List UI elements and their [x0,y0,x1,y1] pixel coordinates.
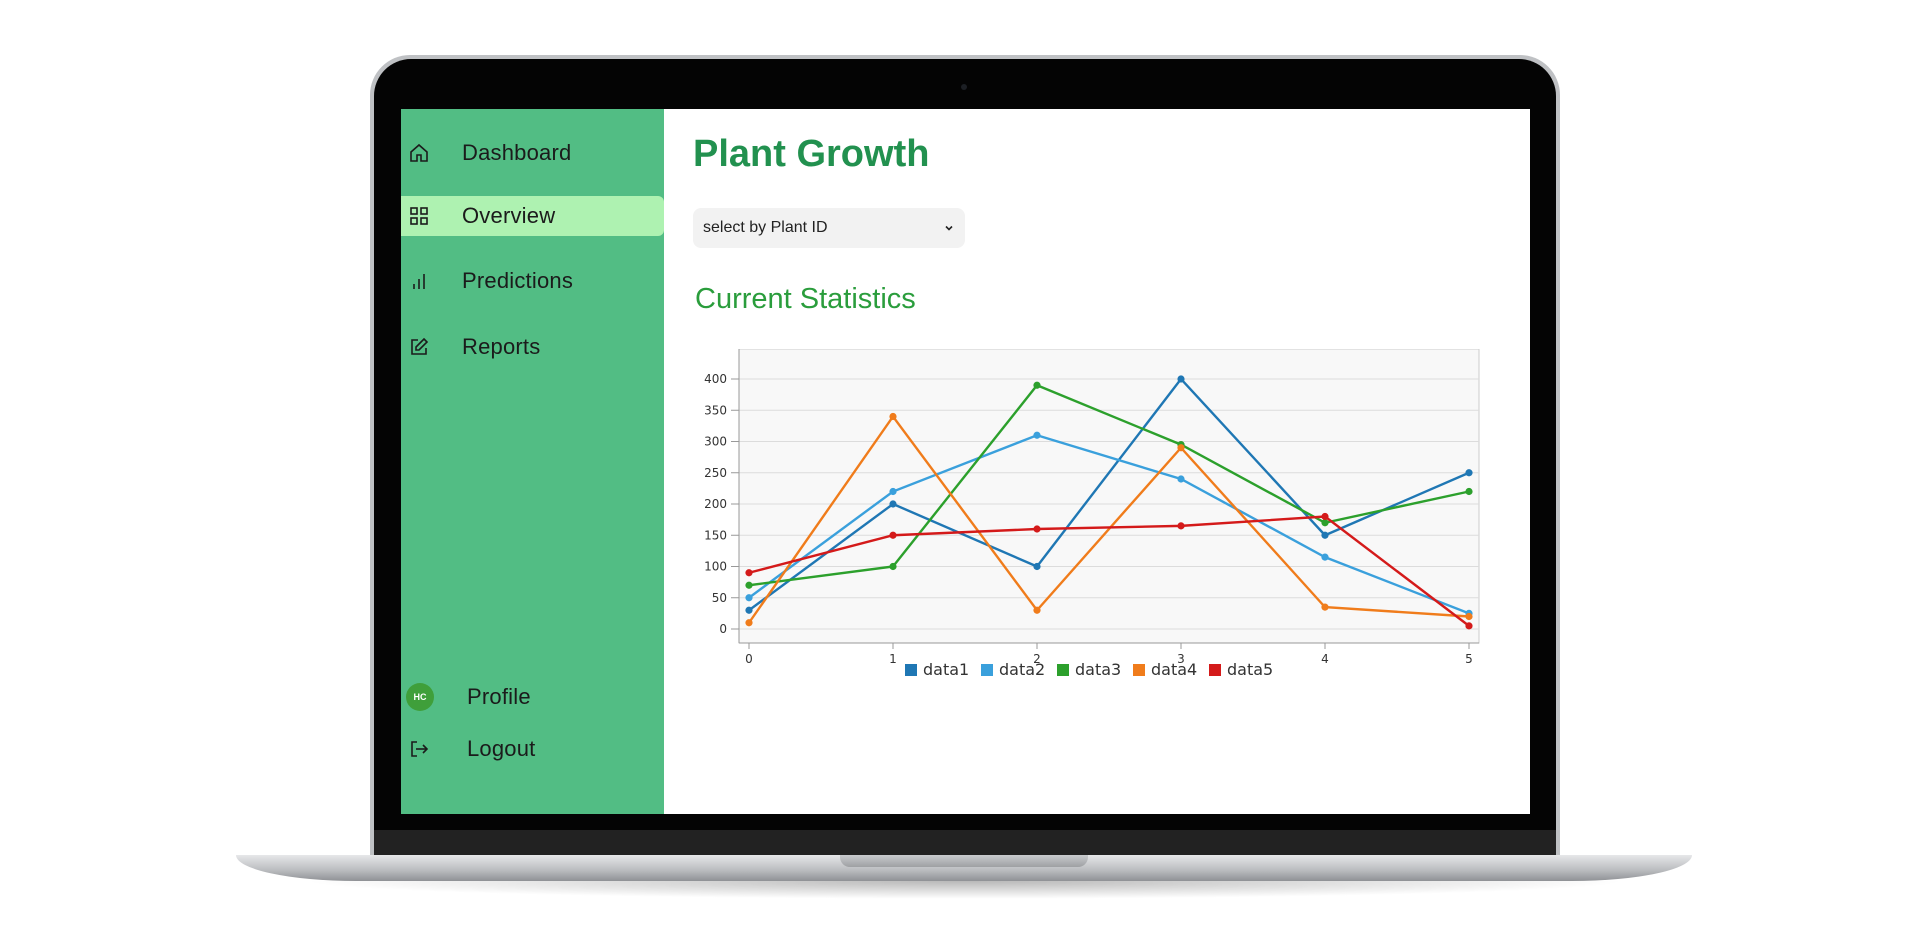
data-point-data2 [889,487,897,496]
series-line-data4 [748,414,1470,624]
legend-swatch-data2 [981,664,993,676]
y-tick-label: 0 [719,622,727,636]
laptop-base-notch [840,855,1088,867]
sidebar-item-profile[interactable]: HC Profile [401,677,664,717]
x-tick-label: 5 [1465,652,1473,666]
data-point-data4 [1465,612,1473,621]
grid-icon [410,207,428,225]
data-point-data5 [1033,525,1041,533]
legend-label: data2 [999,660,1045,679]
legend-swatch-data1 [905,664,917,676]
data-point-data3 [1321,519,1329,527]
legend-label: data3 [1075,660,1121,679]
sidebar-item-overview[interactable]: Overview [401,196,664,236]
legend-label: data4 [1151,660,1197,679]
data-point-data4 [889,412,897,421]
sidebar-item-dashboard[interactable]: Dashboard [401,133,664,173]
y-tick-label: 250 [704,466,727,480]
sidebar-item-logout[interactable]: Logout [401,729,664,769]
data-point-data5 [1177,522,1185,530]
sidebar-item-predictions[interactable]: Predictions [401,261,664,301]
data-point-data3 [889,562,897,571]
data-point-data1 [1465,469,1473,477]
data-point-data5 [889,531,897,539]
sidebar-item-label: Profile [467,684,531,709]
data-point-data2 [1033,431,1041,439]
sidebar-item-label: Predictions [462,268,574,293]
data-point-data1 [1321,531,1329,539]
sidebar-item-label: Dashboard [462,140,572,165]
x-tick-label: 4 [1321,652,1329,666]
section-title: Current Statistics [695,283,916,315]
data-point-data1 [745,606,753,614]
y-tick-label: 100 [704,560,727,574]
y-tick-label: 50 [712,591,727,605]
select-value: select by Plant ID [703,219,828,236]
app-screen: Dashboard Overview Predictions Reports H… [401,109,1530,814]
data-point-data1 [889,500,897,508]
data-point-data4 [1033,606,1041,614]
data-point-data4 [745,619,753,627]
data-point-data1 [1033,562,1041,571]
x-tick-label: 1 [889,652,897,666]
series-line-data2 [748,433,1470,615]
x-tick-label: 2 [1033,652,1041,666]
home-icon [410,143,428,162]
data-point-data2 [745,594,753,602]
sidebar-item-label: Reports [462,334,541,359]
page-title: Plant Growth [693,133,930,175]
data-point-data4 [1321,603,1329,611]
data-point-data5 [745,569,753,577]
plot-area [738,349,1480,644]
legend-swatch-data4 [1133,664,1145,676]
series-line-data5 [748,515,1470,627]
y-tick-label: 300 [704,435,727,449]
x-tick-label: 0 [745,652,753,666]
camera-icon [961,84,967,90]
data-point-data3 [1033,381,1041,389]
data-point-data1 [1177,375,1185,383]
data-point-data2 [1177,475,1185,483]
logout-icon [411,741,429,757]
chevron-down-icon [945,225,953,231]
data-point-data5 [1465,622,1473,630]
plant-id-select[interactable]: select by Plant ID [693,208,965,248]
y-tick-label: 350 [704,403,727,417]
edit-icon [411,337,429,355]
data-point-data2 [1321,553,1329,561]
x-tick-label: 3 [1177,652,1185,666]
data-point-data5 [1321,512,1329,521]
avatar: HC [406,683,434,711]
laptop-shadow [300,881,1630,899]
legend-swatch-data3 [1057,664,1069,676]
legend-label: data1 [923,660,969,679]
y-tick-label: 400 [704,372,727,386]
sidebar: Dashboard Overview Predictions Reports H… [401,109,664,814]
data-point-data3 [1465,487,1473,496]
data-point-data3 [745,581,753,589]
series-line-data3 [748,383,1470,587]
line-chart: 0 50 100 150 200 250 300 350 400 0 1 2 3 4 5 data1 data2… [704,349,1480,679]
legend-swatch-data5 [1209,664,1221,676]
data-point-data4 [1177,444,1185,452]
y-tick-label: 150 [704,528,727,542]
bar-chart-icon [413,274,425,289]
series-line-data1 [748,377,1470,612]
legend-label: data5 [1227,660,1273,679]
sidebar-item-label: Logout [467,736,536,761]
sidebar-item-reports[interactable]: Reports [401,327,664,367]
y-tick-label: 200 [704,497,727,511]
sidebar-item-label: Overview [462,203,556,228]
